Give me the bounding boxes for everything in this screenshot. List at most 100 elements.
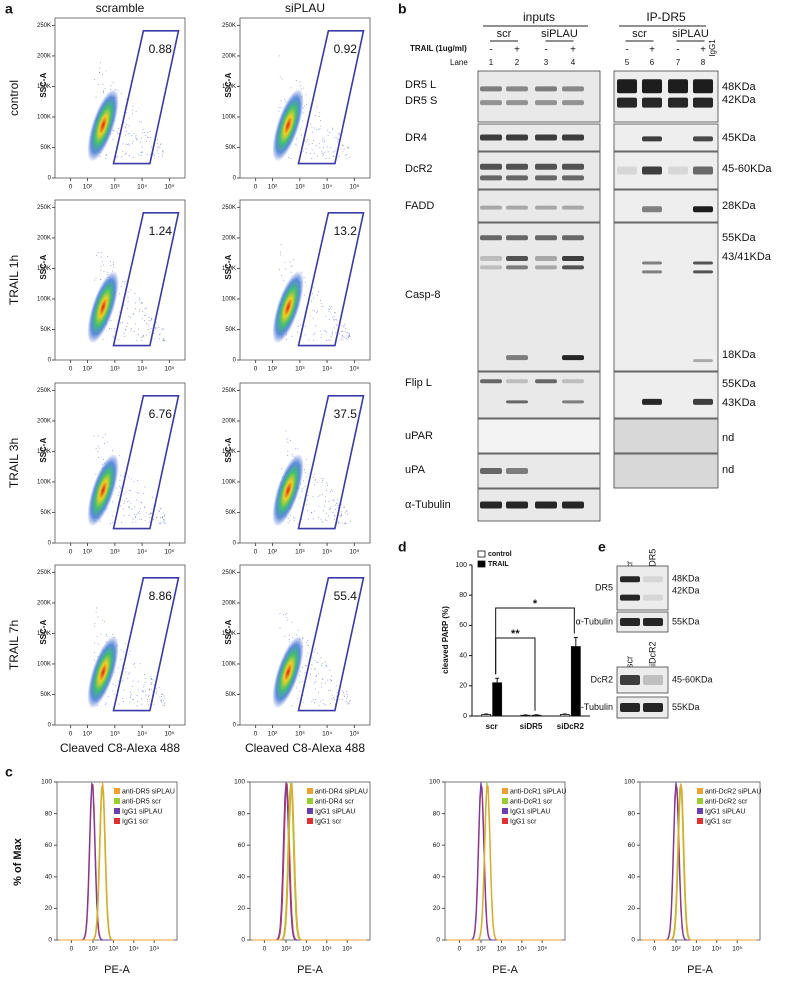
event-dot xyxy=(137,512,139,514)
event-dot xyxy=(98,447,100,449)
event-dot xyxy=(156,149,158,151)
event-dot xyxy=(305,94,307,96)
event-dot xyxy=(349,521,351,523)
event-dot xyxy=(150,328,152,330)
x-axis-label: PE-A xyxy=(297,964,323,976)
event-dot xyxy=(117,156,119,158)
event-dot xyxy=(320,701,322,703)
band xyxy=(562,134,584,141)
event-dot xyxy=(287,454,289,456)
event-dot xyxy=(323,141,325,143)
event-dot xyxy=(125,491,127,493)
event-dot xyxy=(317,155,319,157)
event-dot xyxy=(116,156,118,158)
x-tick-label: 10² xyxy=(83,549,93,556)
event-dot xyxy=(134,666,136,668)
event-dot xyxy=(302,150,304,152)
event-dot xyxy=(307,645,309,647)
x-axis-label: PE-A xyxy=(492,964,518,976)
event-dot xyxy=(134,330,136,332)
event-dot xyxy=(333,500,335,502)
event-dot xyxy=(299,671,301,673)
event-dot xyxy=(130,289,132,291)
event-dot xyxy=(320,125,322,127)
event-dot xyxy=(331,128,333,130)
event-dot xyxy=(155,693,157,695)
event-dot xyxy=(300,128,302,130)
band xyxy=(506,134,528,141)
y-axis-label: SSC-A xyxy=(224,620,233,645)
band xyxy=(506,163,528,170)
size-label: 18KDa xyxy=(722,349,757,361)
size-label: 28KDa xyxy=(722,200,757,212)
event-dot xyxy=(93,435,95,437)
band xyxy=(506,175,528,181)
event-dot xyxy=(342,330,344,332)
event-dot xyxy=(127,133,129,135)
protein-label: FADD xyxy=(405,200,434,212)
event-dot xyxy=(100,252,102,254)
x-tick-label: 10⁴ xyxy=(712,946,722,953)
x-tick-label: 10⁵ xyxy=(537,946,547,953)
event-dot xyxy=(98,456,100,458)
y-tick-label: 0 xyxy=(48,937,52,944)
event-dot xyxy=(336,503,338,505)
event-dot xyxy=(144,315,146,317)
event-dot xyxy=(112,690,114,692)
event-dot xyxy=(338,134,340,136)
event-dot xyxy=(102,92,104,94)
event-dot xyxy=(291,454,293,456)
event-dot xyxy=(100,269,102,271)
event-dot xyxy=(140,121,142,123)
event-dot xyxy=(161,153,163,155)
event-dot xyxy=(161,327,163,329)
event-dot xyxy=(162,340,164,342)
event-dot xyxy=(137,681,139,683)
event-dot xyxy=(124,668,126,670)
event-dot xyxy=(113,261,115,263)
event-dot xyxy=(305,655,307,657)
event-dot xyxy=(158,510,160,512)
event-dot xyxy=(343,507,345,509)
event-dot xyxy=(156,688,158,690)
event-dot xyxy=(136,492,138,494)
event-dot xyxy=(118,293,120,295)
band xyxy=(535,265,557,270)
event-dot xyxy=(142,128,144,130)
protein-label: DR5 S xyxy=(405,95,437,107)
event-dot xyxy=(159,147,161,149)
event-dot xyxy=(157,147,159,149)
blot-strip xyxy=(616,611,669,633)
event-dot xyxy=(118,491,120,493)
event-dot xyxy=(328,690,330,692)
event-dot xyxy=(312,496,314,498)
event-dot xyxy=(281,78,283,80)
x-tick-label: 10⁴ xyxy=(322,184,332,191)
event-dot xyxy=(287,517,289,519)
legend-label: anti-DR5 scr xyxy=(122,798,162,805)
histogram-curve xyxy=(642,783,757,941)
event-dot xyxy=(162,516,164,518)
event-dot xyxy=(336,319,338,321)
event-dot xyxy=(302,681,304,683)
y-tick-label: 100 xyxy=(41,779,52,786)
x-tick-label: 10² xyxy=(83,184,93,191)
significance-mark: * xyxy=(533,598,538,610)
event-dot xyxy=(280,468,282,470)
event-dot xyxy=(327,134,329,136)
event-dot xyxy=(125,112,127,114)
event-dot xyxy=(103,264,105,266)
event-dot xyxy=(279,269,281,271)
x-tick-label: 10⁴ xyxy=(137,549,147,556)
event-dot xyxy=(307,639,309,641)
blot-strip xyxy=(477,151,601,190)
size-label: nd xyxy=(722,432,734,444)
legend-swatch xyxy=(697,818,703,824)
event-dot xyxy=(123,493,125,495)
event-dot xyxy=(324,330,326,332)
panel-label: d xyxy=(398,539,407,555)
event-dot xyxy=(338,333,340,335)
lane-label: scr xyxy=(624,656,634,668)
event-dot xyxy=(122,151,124,153)
